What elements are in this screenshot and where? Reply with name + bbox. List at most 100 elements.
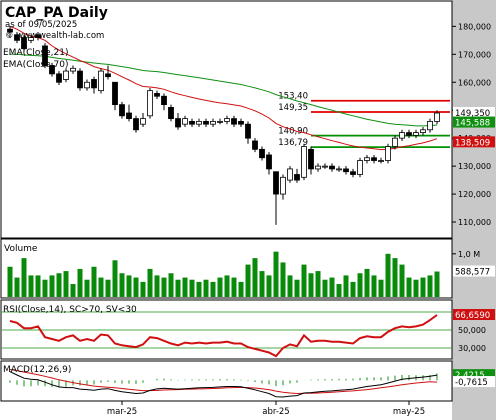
candle (427, 118, 433, 133)
rsi-tick-label: 30,000 (458, 344, 486, 353)
candle (378, 157, 384, 164)
rsi-badge: 66,6590 (453, 309, 495, 321)
volume-pane (0, 238, 453, 299)
candle (266, 152, 272, 175)
candle (238, 118, 244, 127)
volume-bar (49, 275, 55, 297)
volume-bar (308, 273, 314, 297)
candle-body (14, 34, 20, 41)
macd-line (9, 371, 438, 398)
candle (196, 118, 202, 127)
ema21-badge-bg (453, 116, 495, 128)
candle (119, 101, 125, 119)
ema70-badge-bg (453, 136, 495, 148)
candle (245, 121, 251, 144)
candle-body (126, 112, 132, 120)
volume-bar (119, 273, 125, 297)
candle-body (322, 165, 328, 168)
price-badge-bg (453, 107, 495, 119)
candle-body (35, 34, 41, 38)
candle-body (252, 140, 258, 150)
rsi-title: RSI(Close,14), SC>70, SV<30 (3, 305, 137, 315)
volume-bar (77, 268, 83, 297)
candle (329, 163, 335, 172)
candle-body (238, 120, 244, 125)
candle (217, 118, 223, 125)
candle-body (406, 132, 412, 136)
volume-bar (182, 277, 188, 297)
candle (147, 87, 153, 119)
volume-bars (7, 251, 440, 297)
candle (133, 115, 139, 133)
ema21-badge-text: 145,588 (455, 119, 490, 129)
candle-body (98, 70, 104, 92)
candle-body (434, 112, 440, 122)
candle (350, 168, 356, 178)
as-of-date: as of 09/05/2025 (5, 20, 77, 30)
volume-bar (343, 275, 349, 297)
volume-bar (280, 262, 286, 297)
price-tick-label: 160,000 (458, 78, 491, 87)
volume-bar (406, 277, 412, 297)
candle-body (7, 28, 13, 33)
candle-body (70, 67, 76, 72)
rsi-pane (0, 299, 453, 360)
candle (7, 26, 13, 38)
volume-bar (70, 284, 76, 297)
volume-bar (273, 251, 279, 297)
volume-bar (210, 281, 216, 297)
candle (392, 135, 398, 150)
volume-bar (21, 258, 27, 297)
ema21-line (9, 25, 438, 151)
candle (413, 129, 419, 139)
price-tick-label: 170,000 (458, 50, 491, 59)
candle-body (315, 165, 321, 170)
volume-bar (147, 268, 153, 297)
volume-bar (42, 279, 48, 297)
volume-bar (28, 275, 34, 297)
x-tick-label: may-25 (393, 407, 425, 417)
rsi-badge-bg (453, 309, 495, 321)
ema-lines (9, 25, 438, 151)
candle (280, 174, 286, 200)
candle-body (77, 70, 83, 89)
candle (315, 163, 321, 172)
candle (63, 68, 69, 83)
volume-bar (245, 264, 251, 297)
signal-badge-text: -0,7615 (455, 378, 488, 388)
volume-badge-bg (453, 265, 495, 277)
rsi-tick-label: 50,000 (458, 326, 486, 335)
candle (357, 157, 363, 178)
candle (273, 171, 279, 225)
candle-body (84, 81, 90, 89)
level-label: 149,35 (278, 103, 308, 113)
candle-body (378, 160, 384, 162)
signal-line (9, 369, 438, 395)
volume-bar (7, 266, 13, 297)
candle (154, 90, 160, 100)
candle-body (42, 45, 48, 66)
candle-body (21, 37, 27, 50)
candle-body (329, 165, 335, 170)
candle-body (259, 148, 265, 159)
candle (224, 115, 230, 125)
volume-bar (224, 275, 230, 297)
volume-bar (266, 275, 272, 297)
rsi-series (9, 314, 438, 358)
candle (98, 68, 104, 94)
volume-bar (154, 275, 160, 297)
candle-body (266, 154, 272, 170)
candle-body (217, 120, 223, 123)
candle (28, 34, 34, 44)
ema70-line (10, 53, 438, 127)
candle (140, 113, 146, 127)
volume-bar (112, 260, 118, 297)
volume-bar (385, 253, 391, 297)
candle-body (154, 93, 160, 97)
macd-title: MACD(12,26,9) (3, 365, 71, 375)
volume-bar (203, 279, 209, 297)
macd-series (9, 369, 438, 398)
candle (91, 76, 97, 94)
candle (371, 154, 377, 164)
